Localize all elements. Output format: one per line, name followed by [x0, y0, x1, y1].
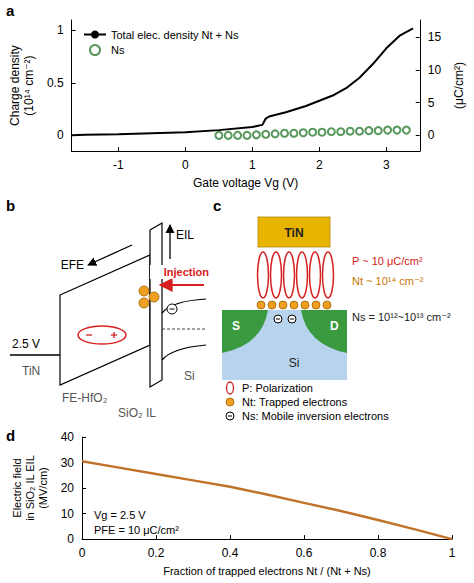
svg-text:10: 10: [428, 63, 442, 77]
svg-text:P ~ 10 μC/cm²: P ~ 10 μC/cm²: [352, 255, 423, 267]
svg-text:5: 5: [428, 96, 435, 110]
svg-text:0: 0: [182, 158, 189, 172]
svg-text:0: 0: [57, 128, 64, 142]
svg-text:Vg = 2.5 V: Vg = 2.5 V: [94, 509, 146, 521]
svg-text:1: 1: [249, 158, 256, 172]
svg-text:0.8: 0.8: [370, 546, 387, 560]
svg-text:0.5: 0.5: [47, 76, 64, 90]
svg-text:0.6: 0.6: [296, 546, 313, 560]
svg-text:(MV/cm): (MV/cm): [37, 467, 49, 509]
svg-text:b: b: [6, 197, 15, 214]
svg-text:EFE: EFE: [61, 258, 84, 272]
svg-text:(10¹⁴ cm⁻²): (10¹⁴ cm⁻²): [22, 55, 36, 115]
svg-text:EIL: EIL: [176, 228, 194, 242]
svg-text:15: 15: [428, 30, 442, 44]
svg-text:Fraction of trapped electrons: Fraction of trapped electrons Nt / (Nt +…: [163, 565, 371, 577]
svg-text:Nt: Trapped electrons: Nt: Trapped electrons: [242, 396, 348, 408]
svg-text:Charge density: Charge density: [8, 45, 22, 126]
svg-text:D: D: [330, 319, 339, 333]
svg-text:Total elec. density Nt + Ns: Total elec. density Nt + Ns: [111, 29, 239, 41]
svg-text:Injection: Injection: [164, 266, 210, 278]
svg-text:0: 0: [67, 532, 74, 546]
svg-text:FE-HfO₂: FE-HfO₂: [62, 391, 108, 405]
svg-text:PFE = 10 μC/cm²: PFE = 10 μC/cm²: [94, 524, 179, 536]
svg-text:40: 40: [61, 430, 75, 444]
svg-text:c: c: [213, 197, 221, 214]
svg-text:0: 0: [428, 128, 435, 142]
svg-text:0.4: 0.4: [222, 546, 239, 560]
svg-text:2.5 V: 2.5 V: [12, 337, 40, 351]
svg-text:Si: Si: [289, 356, 300, 370]
html-text:d: d: [6, 427, 16, 444]
svg-text:S: S: [232, 319, 240, 333]
svg-text:30: 30: [61, 456, 75, 470]
svg-text:-1: -1: [113, 158, 124, 172]
svg-text:Nt ~ 10¹⁴ cm⁻²: Nt ~ 10¹⁴ cm⁻²: [352, 275, 424, 287]
svg-text:Electric field: Electric field: [11, 458, 23, 517]
svg-text:Ns: Mobile inversion electrons: Ns: Mobile inversion electrons: [242, 410, 389, 422]
svg-text:1: 1: [57, 23, 64, 37]
svg-text:Ns = 10¹²~10¹³ cm⁻²: Ns = 10¹²~10¹³ cm⁻²: [352, 311, 451, 323]
svg-text:in SiO₂ IL EIL: in SiO₂ IL EIL: [24, 455, 36, 521]
svg-text:TiN: TiN: [284, 226, 303, 240]
svg-text:20: 20: [61, 481, 75, 495]
svg-text:P: Polarization: P: Polarization: [242, 382, 313, 394]
svg-text:(μC/cm²): (μC/cm²): [452, 62, 466, 109]
svg-text:3: 3: [383, 158, 390, 172]
svg-text:Gate voltage Vg (V): Gate voltage Vg (V): [193, 176, 298, 190]
svg-text:0.2: 0.2: [148, 546, 165, 560]
svg-text:1: 1: [449, 546, 456, 560]
svg-text:SiO₂ IL: SiO₂ IL: [118, 406, 156, 420]
html-text:a: a: [6, 2, 15, 19]
svg-text:2: 2: [316, 158, 323, 172]
svg-text:TiN: TiN: [22, 364, 40, 378]
svg-text:0: 0: [79, 546, 86, 560]
svg-text:Si: Si: [184, 369, 195, 383]
svg-text:10: 10: [61, 507, 75, 521]
svg-text:Ns: Ns: [111, 44, 125, 56]
